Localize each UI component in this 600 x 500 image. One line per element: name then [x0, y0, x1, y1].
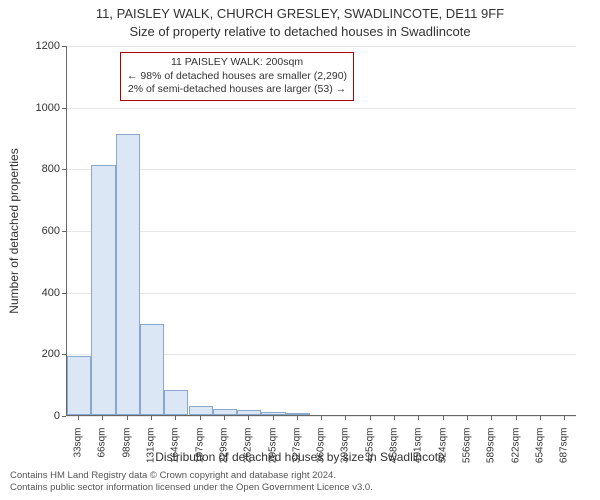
xtick-mark [370, 416, 371, 420]
bar [286, 413, 310, 415]
info-line-3: 2% of semi-detached houses are larger (5… [127, 83, 347, 97]
gridline [67, 169, 576, 170]
ytick-label: 200 [10, 348, 60, 360]
info-line-2: ← 98% of detached houses are smaller (2,… [127, 70, 347, 84]
xtick-mark [564, 416, 565, 420]
xtick-mark [78, 416, 79, 420]
xtick-mark [297, 416, 298, 420]
xtick-mark [467, 416, 468, 420]
xtick-mark [102, 416, 103, 420]
ytick-label: 1000 [10, 102, 60, 114]
xtick-mark [151, 416, 152, 420]
bar [140, 324, 164, 415]
ytick-label: 800 [10, 163, 60, 175]
xtick-mark [248, 416, 249, 420]
xtick-mark [443, 416, 444, 420]
ytick-label: 0 [10, 410, 60, 422]
ytick-label: 400 [10, 287, 60, 299]
xtick-mark [273, 416, 274, 420]
bar [213, 409, 237, 415]
xtick-mark [394, 416, 395, 420]
gridline [67, 231, 576, 232]
info-box: 11 PAISLEY WALK: 200sqm ← 98% of detache… [120, 52, 354, 101]
bar [91, 165, 115, 415]
chart-title-subtitle: Size of property relative to detached ho… [0, 24, 600, 39]
xtick-mark [175, 416, 176, 420]
plot-area [66, 46, 576, 416]
gridline [67, 108, 576, 109]
chart-title-address: 11, PAISLEY WALK, CHURCH GRESLEY, SWADLI… [0, 6, 600, 21]
xtick-mark [516, 416, 517, 420]
xtick-mark [540, 416, 541, 420]
xtick-mark [127, 416, 128, 420]
ytick-label: 1200 [10, 40, 60, 52]
bar [116, 134, 140, 415]
xtick-mark [491, 416, 492, 420]
bar [237, 410, 261, 415]
gridline [67, 293, 576, 294]
footer-line-2: Contains public sector information licen… [10, 482, 373, 494]
footer-line-1: Contains HM Land Registry data © Crown c… [10, 470, 373, 482]
gridline [67, 46, 576, 47]
x-axis-label: Distribution of detached houses by size … [0, 450, 600, 464]
ytick-label: 600 [10, 225, 60, 237]
bar [164, 390, 188, 415]
bar [261, 412, 285, 415]
xtick-mark [200, 416, 201, 420]
ytick-mark [62, 416, 66, 417]
footer: Contains HM Land Registry data © Crown c… [10, 470, 373, 494]
chart-container: 11, PAISLEY WALK, CHURCH GRESLEY, SWADLI… [0, 0, 600, 500]
xtick-mark [418, 416, 419, 420]
xtick-mark [224, 416, 225, 420]
bar [189, 406, 213, 415]
info-line-1: 11 PAISLEY WALK: 200sqm [127, 56, 347, 70]
bar [67, 356, 91, 415]
xtick-mark [321, 416, 322, 420]
xtick-mark [345, 416, 346, 420]
